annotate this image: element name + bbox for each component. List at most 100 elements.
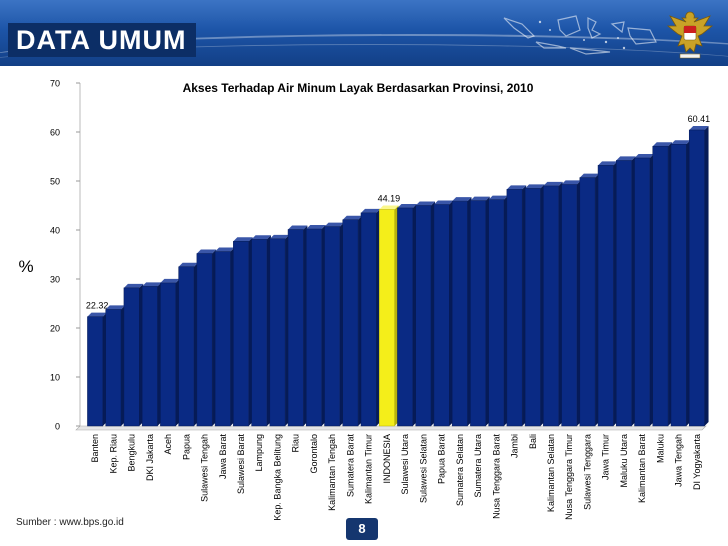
x-tick-label: Nusa Tenggara Barat	[491, 434, 501, 519]
bar-top	[324, 222, 344, 227]
bar-top	[160, 278, 180, 283]
x-tick-label: DI Yogyakarta	[692, 434, 702, 490]
bar	[652, 145, 669, 427]
bar	[597, 165, 614, 427]
bar	[506, 189, 523, 427]
bar-top	[342, 215, 363, 220]
bar-top	[142, 282, 162, 287]
bar-top	[87, 312, 107, 317]
chart-floor	[75, 425, 707, 431]
x-tick-label: Sulawesi Selatan	[418, 434, 428, 503]
garuda-emblem-icon	[666, 11, 714, 59]
chart-title: Akses Terhadap Air Minum Layak Berdasark…	[183, 81, 534, 95]
x-tick-label: Riau	[291, 434, 301, 453]
bar	[433, 204, 450, 427]
x-tick-label: Sulawesi Tenggara	[582, 434, 592, 510]
x-tick-label: Jambi	[510, 434, 520, 458]
x-tick-label: Banten	[90, 434, 100, 463]
indonesia-map-icon	[503, 15, 657, 55]
y-tick-label: 60	[50, 128, 60, 138]
bar	[397, 207, 414, 427]
x-tick-label: Aceh	[163, 434, 173, 455]
bar-top	[251, 235, 271, 240]
header-swoosh	[0, 44, 728, 66]
bar	[123, 287, 140, 427]
data-label: 22.32	[86, 301, 109, 311]
bar-top	[616, 156, 636, 161]
x-tick-label: INDONESIA	[382, 434, 392, 484]
x-tick-label: Papua Barat	[437, 434, 447, 485]
bar	[616, 160, 632, 427]
bar	[87, 316, 104, 427]
x-tick-label: Jawa Tengah	[674, 434, 684, 487]
page-number: 8	[346, 518, 378, 540]
bar-top	[561, 180, 581, 185]
bar	[470, 200, 486, 427]
bar-top	[579, 173, 600, 178]
bar-top	[506, 185, 527, 190]
x-tick-label: Sumatera Selatan	[455, 434, 465, 506]
bar	[415, 205, 432, 427]
bar	[360, 212, 377, 427]
y-tick-label: 50	[50, 177, 60, 187]
x-tick-label: Jawa Barat	[218, 434, 228, 480]
bar-top	[670, 140, 691, 145]
bar	[178, 266, 195, 427]
bar	[306, 228, 322, 427]
y-axis-label: %	[18, 257, 33, 276]
x-tick-label: Kalimantan Selatan	[546, 434, 556, 512]
bar	[269, 238, 286, 427]
y-tick-label: 10	[50, 373, 60, 383]
x-tick-label: Gorontalo	[309, 434, 319, 474]
bar-top	[652, 142, 673, 147]
bar-top	[452, 197, 472, 202]
bar-top	[379, 205, 399, 210]
data-label: 60.41	[688, 114, 711, 124]
bar	[287, 229, 304, 427]
bar	[688, 129, 705, 427]
bar-top	[360, 208, 381, 213]
y-tick-label: 30	[50, 275, 60, 285]
x-tick-label: Jawa Timur	[601, 434, 611, 480]
bar	[251, 239, 268, 427]
bar-top	[470, 196, 490, 201]
bar	[160, 282, 176, 427]
bar-top	[433, 200, 454, 205]
x-tick-label: Sulawesi Tengah	[200, 434, 210, 502]
bar-top	[269, 234, 290, 239]
x-tick-label: Kalimantan Tengah	[327, 434, 337, 511]
bar-top	[178, 262, 198, 267]
source-note: Sumber : www.bps.go.id	[16, 517, 124, 528]
bar-top	[543, 181, 563, 186]
data-label: 44.19	[378, 193, 401, 203]
y-tick-label: 0	[55, 422, 60, 432]
bar-side	[704, 125, 709, 426]
x-tick-label: Maluku	[655, 434, 665, 463]
bar-top	[123, 283, 144, 288]
bar-top	[215, 247, 235, 252]
bar	[324, 226, 341, 427]
bar	[196, 253, 213, 427]
bar	[524, 188, 541, 427]
x-tick-label: Sumatera Barat	[345, 434, 355, 498]
x-tick-label: DKI Jakarta	[145, 434, 155, 481]
bar-top	[689, 125, 709, 130]
x-tick-label: Bali	[528, 434, 538, 449]
y-tick-label: 70	[50, 79, 60, 89]
x-tick-label: Maluku Utara	[619, 434, 629, 488]
x-tick-label: Kep. Riau	[108, 434, 118, 474]
x-tick-label: Bengkulu	[127, 434, 137, 472]
bar-top	[415, 201, 436, 206]
x-tick-label: Kalimantan Timur	[364, 434, 374, 504]
x-tick-label: Sulawesi Utara	[400, 434, 410, 495]
y-tick-label: 40	[50, 226, 60, 236]
bar-top	[196, 249, 217, 254]
bar-top	[598, 161, 618, 166]
x-tick-label: Kalimantan Barat	[637, 434, 647, 504]
bar-top	[306, 225, 326, 230]
bar-top	[634, 153, 654, 158]
bar	[233, 241, 249, 427]
bar	[579, 177, 596, 427]
x-tick-label: Lampung	[254, 434, 264, 472]
